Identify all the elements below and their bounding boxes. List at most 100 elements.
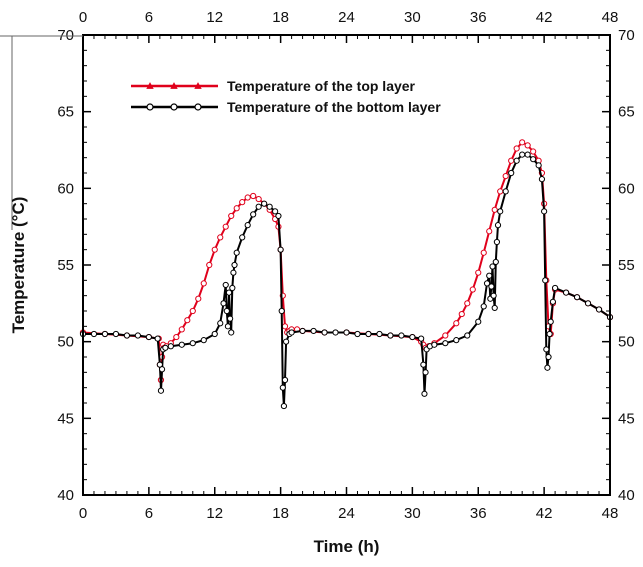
bottom-layer-marker [158, 366, 166, 373]
top-layer-marker [458, 310, 465, 318]
bottom-layer-marker [231, 261, 238, 269]
bottom-layer-marker [562, 289, 570, 296]
bottom-layer-marker [200, 337, 207, 344]
bottom-layer-marker [217, 320, 224, 327]
bottom-layer-marker [157, 387, 165, 394]
top-layer-marker [524, 142, 531, 149]
top-layer-marker [464, 300, 471, 307]
bottom-layer-marker [244, 222, 251, 229]
x-tick-label-top: 30 [404, 9, 421, 26]
top-layer-marker [469, 286, 476, 293]
legend: Temperature of the top layer Temperature… [131, 78, 441, 115]
top-layer-marker [244, 194, 251, 201]
plot-frame [82, 34, 611, 496]
bottom-layer-marker [483, 280, 491, 287]
y-tick-label-left: 60 [57, 180, 74, 197]
top-layer-marker [530, 148, 537, 155]
bottom-layer-marker [266, 203, 273, 210]
bottom-layer-marker [420, 361, 427, 368]
x-axis-top-ticks: 0 6 12 18 24 30 36 42 48 [79, 9, 618, 43]
x-tick-label-top: 18 [272, 9, 289, 26]
bottom-layer-marker [418, 335, 425, 342]
bottom-layer-marker [154, 335, 161, 342]
legend-item-bottom-layer: Temperature of the bottom layer [131, 99, 441, 115]
x-tick-label-bottom: 12 [206, 505, 223, 522]
x-tick-label-bottom: 24 [338, 505, 355, 522]
top-layer-marker [508, 157, 515, 164]
y-tick-label-right: 60 [618, 180, 635, 197]
top-layer-marker [486, 228, 493, 235]
bottom-layer-marker [272, 208, 279, 215]
bottom-layer-marker [584, 300, 592, 307]
bottom-layer-marker [255, 203, 262, 210]
bottom-layer-marker [490, 292, 497, 299]
legend-item-top-layer: Temperature of the top layer [131, 78, 416, 94]
bottom-layer-marker [230, 269, 237, 276]
bottom-layer-marker [480, 303, 487, 310]
bottom-layer-marker [134, 332, 141, 339]
x-tick-label-bottom: 30 [404, 505, 421, 522]
top-layer-marker [206, 261, 213, 269]
bottom-layer-marker [541, 208, 548, 215]
top-layer-marker [239, 199, 246, 206]
top-layer-marker [442, 332, 449, 339]
top-layer-marker [233, 205, 240, 212]
top-layer-marker [178, 326, 185, 333]
y-tick-label-left: 45 [57, 410, 74, 427]
x-tick-label-bottom: 36 [470, 505, 487, 522]
bottom-layer-marker [486, 272, 493, 279]
bottom-layer-marker [409, 333, 416, 341]
top-layer-marker [453, 320, 460, 327]
x-tick-label-top: 6 [145, 9, 153, 26]
bottom-layer-marker [227, 315, 234, 322]
bottom-layer-marker [488, 283, 495, 290]
bottom-layer-marker [545, 353, 552, 361]
x-tick-label-top: 0 [79, 9, 87, 26]
x-tick-label-bottom: 6 [145, 505, 153, 522]
y-tick-label-right: 45 [618, 410, 635, 427]
bottom-layer-marker [530, 156, 537, 163]
x-tick-label-bottom: 18 [272, 505, 289, 522]
bottom-layer-marker [225, 289, 233, 296]
top-layer-marker [519, 139, 526, 146]
top-layer-marker [497, 188, 504, 195]
bottom-layer-marker [222, 281, 229, 289]
bottom-layer-marker [220, 300, 227, 307]
x-tick-label-bottom: 0 [79, 505, 87, 522]
bottom-layer-marker [491, 304, 498, 312]
bottom-layer-marker [178, 341, 185, 348]
bottom-layer-marker [524, 151, 531, 158]
x-tick-label-bottom: 42 [536, 505, 553, 522]
x-tick-label-top: 36 [470, 9, 487, 26]
y-tick-label-left: 40 [57, 487, 74, 504]
x-axis-label: Time (h) [314, 537, 380, 556]
bottom-layer-marker [442, 340, 449, 347]
y-tick-label-right: 70 [618, 27, 635, 44]
bottom-layer-marker [211, 330, 218, 338]
bottom-layer-marker [279, 384, 286, 391]
bottom-layer-marker [261, 200, 268, 207]
bottom-layer-marker [101, 330, 109, 338]
bottom-layer-marker [239, 234, 246, 241]
top-layer-marker [228, 212, 235, 220]
bottom-layer-marker [90, 330, 98, 338]
top-layer-marker [189, 307, 196, 315]
bottom-layer-marker [332, 329, 339, 336]
bottom-layer-marker [422, 369, 429, 376]
bottom-layer-marker [189, 340, 196, 347]
legend-marker-bottom-layer [170, 103, 178, 111]
bottom-layer-marker [519, 151, 526, 158]
top-layer-marker [211, 246, 218, 253]
legend-marker-top-layer [146, 82, 154, 89]
bottom-layer-marker [546, 330, 553, 338]
top-layer-marker [281, 323, 289, 330]
bottom-layer-marker [453, 337, 460, 344]
bottom-layer-marker [321, 329, 328, 336]
bottom-layer-marker [145, 333, 152, 341]
top-layer-marker [173, 333, 180, 341]
bottom-layer-marker [365, 330, 372, 338]
legend-label-bottom-layer: Temperature of the bottom layer [227, 99, 441, 115]
bottom-layer-marker [229, 284, 236, 292]
bottom-layer-marker [538, 176, 546, 183]
